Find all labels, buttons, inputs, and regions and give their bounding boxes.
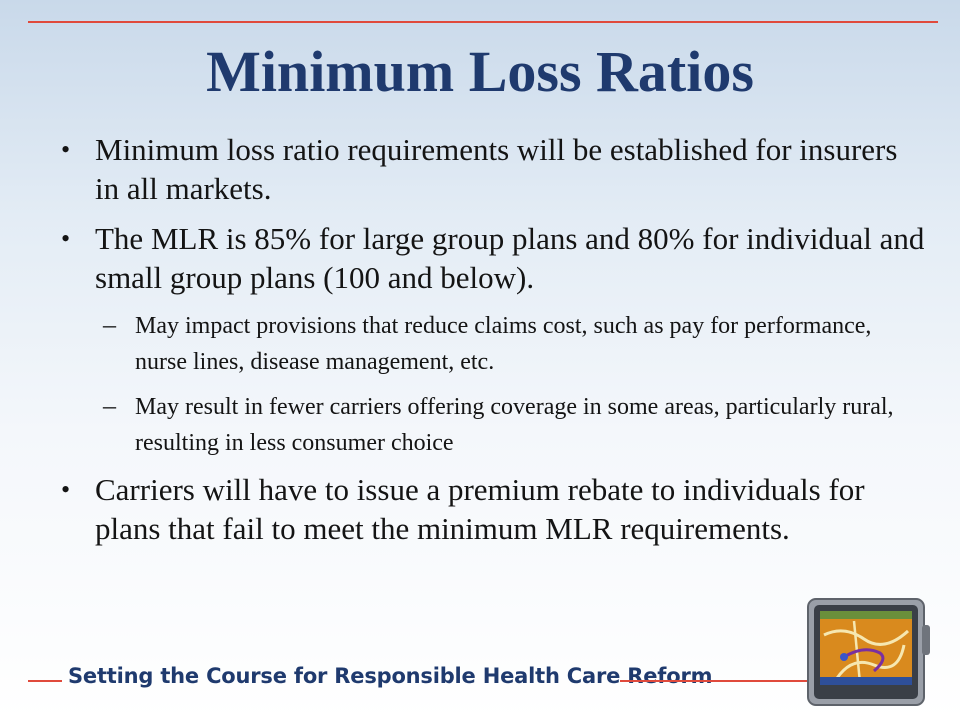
bullet-item: • The MLR is 85% for large group plans a…	[55, 219, 925, 297]
gps-device-icon	[807, 598, 930, 706]
bullet-text: The MLR is 85% for large group plans and…	[95, 221, 925, 295]
bullet-text: Carriers will have to issue a premium re…	[95, 472, 865, 546]
footer-tagline: Setting the Course for Responsible Healt…	[68, 664, 713, 688]
sub-bullet-text: May result in fewer carriers offering co…	[135, 394, 894, 456]
bullet-text: Minimum loss ratio requirements will be …	[95, 132, 898, 206]
top-divider	[28, 21, 938, 23]
dash-icon: –	[103, 310, 116, 339]
sub-bullet-item: – May result in fewer carriers offering …	[55, 389, 925, 461]
slide-title: Minimum Loss Ratios	[206, 39, 754, 104]
bullet-item: • Carriers will have to issue a premium …	[55, 470, 925, 548]
sub-bullet-text: May impact provisions that reduce claims…	[135, 313, 872, 375]
bullet-list: • Minimum loss ratio requirements will b…	[55, 130, 925, 559]
dash-icon: –	[103, 391, 116, 420]
footer-divider-left	[28, 680, 62, 682]
bullet-item: • Minimum loss ratio requirements will b…	[55, 130, 925, 208]
sub-bullet-item: – May impact provisions that reduce clai…	[55, 308, 925, 380]
bullet-dot-icon: •	[61, 475, 71, 504]
bullet-dot-icon: •	[61, 135, 71, 164]
bullet-dot-icon: •	[61, 224, 71, 253]
footer-divider-right	[620, 680, 830, 682]
